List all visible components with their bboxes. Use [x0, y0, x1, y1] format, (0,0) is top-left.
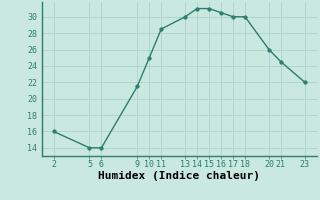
X-axis label: Humidex (Indice chaleur): Humidex (Indice chaleur) [98, 171, 260, 181]
